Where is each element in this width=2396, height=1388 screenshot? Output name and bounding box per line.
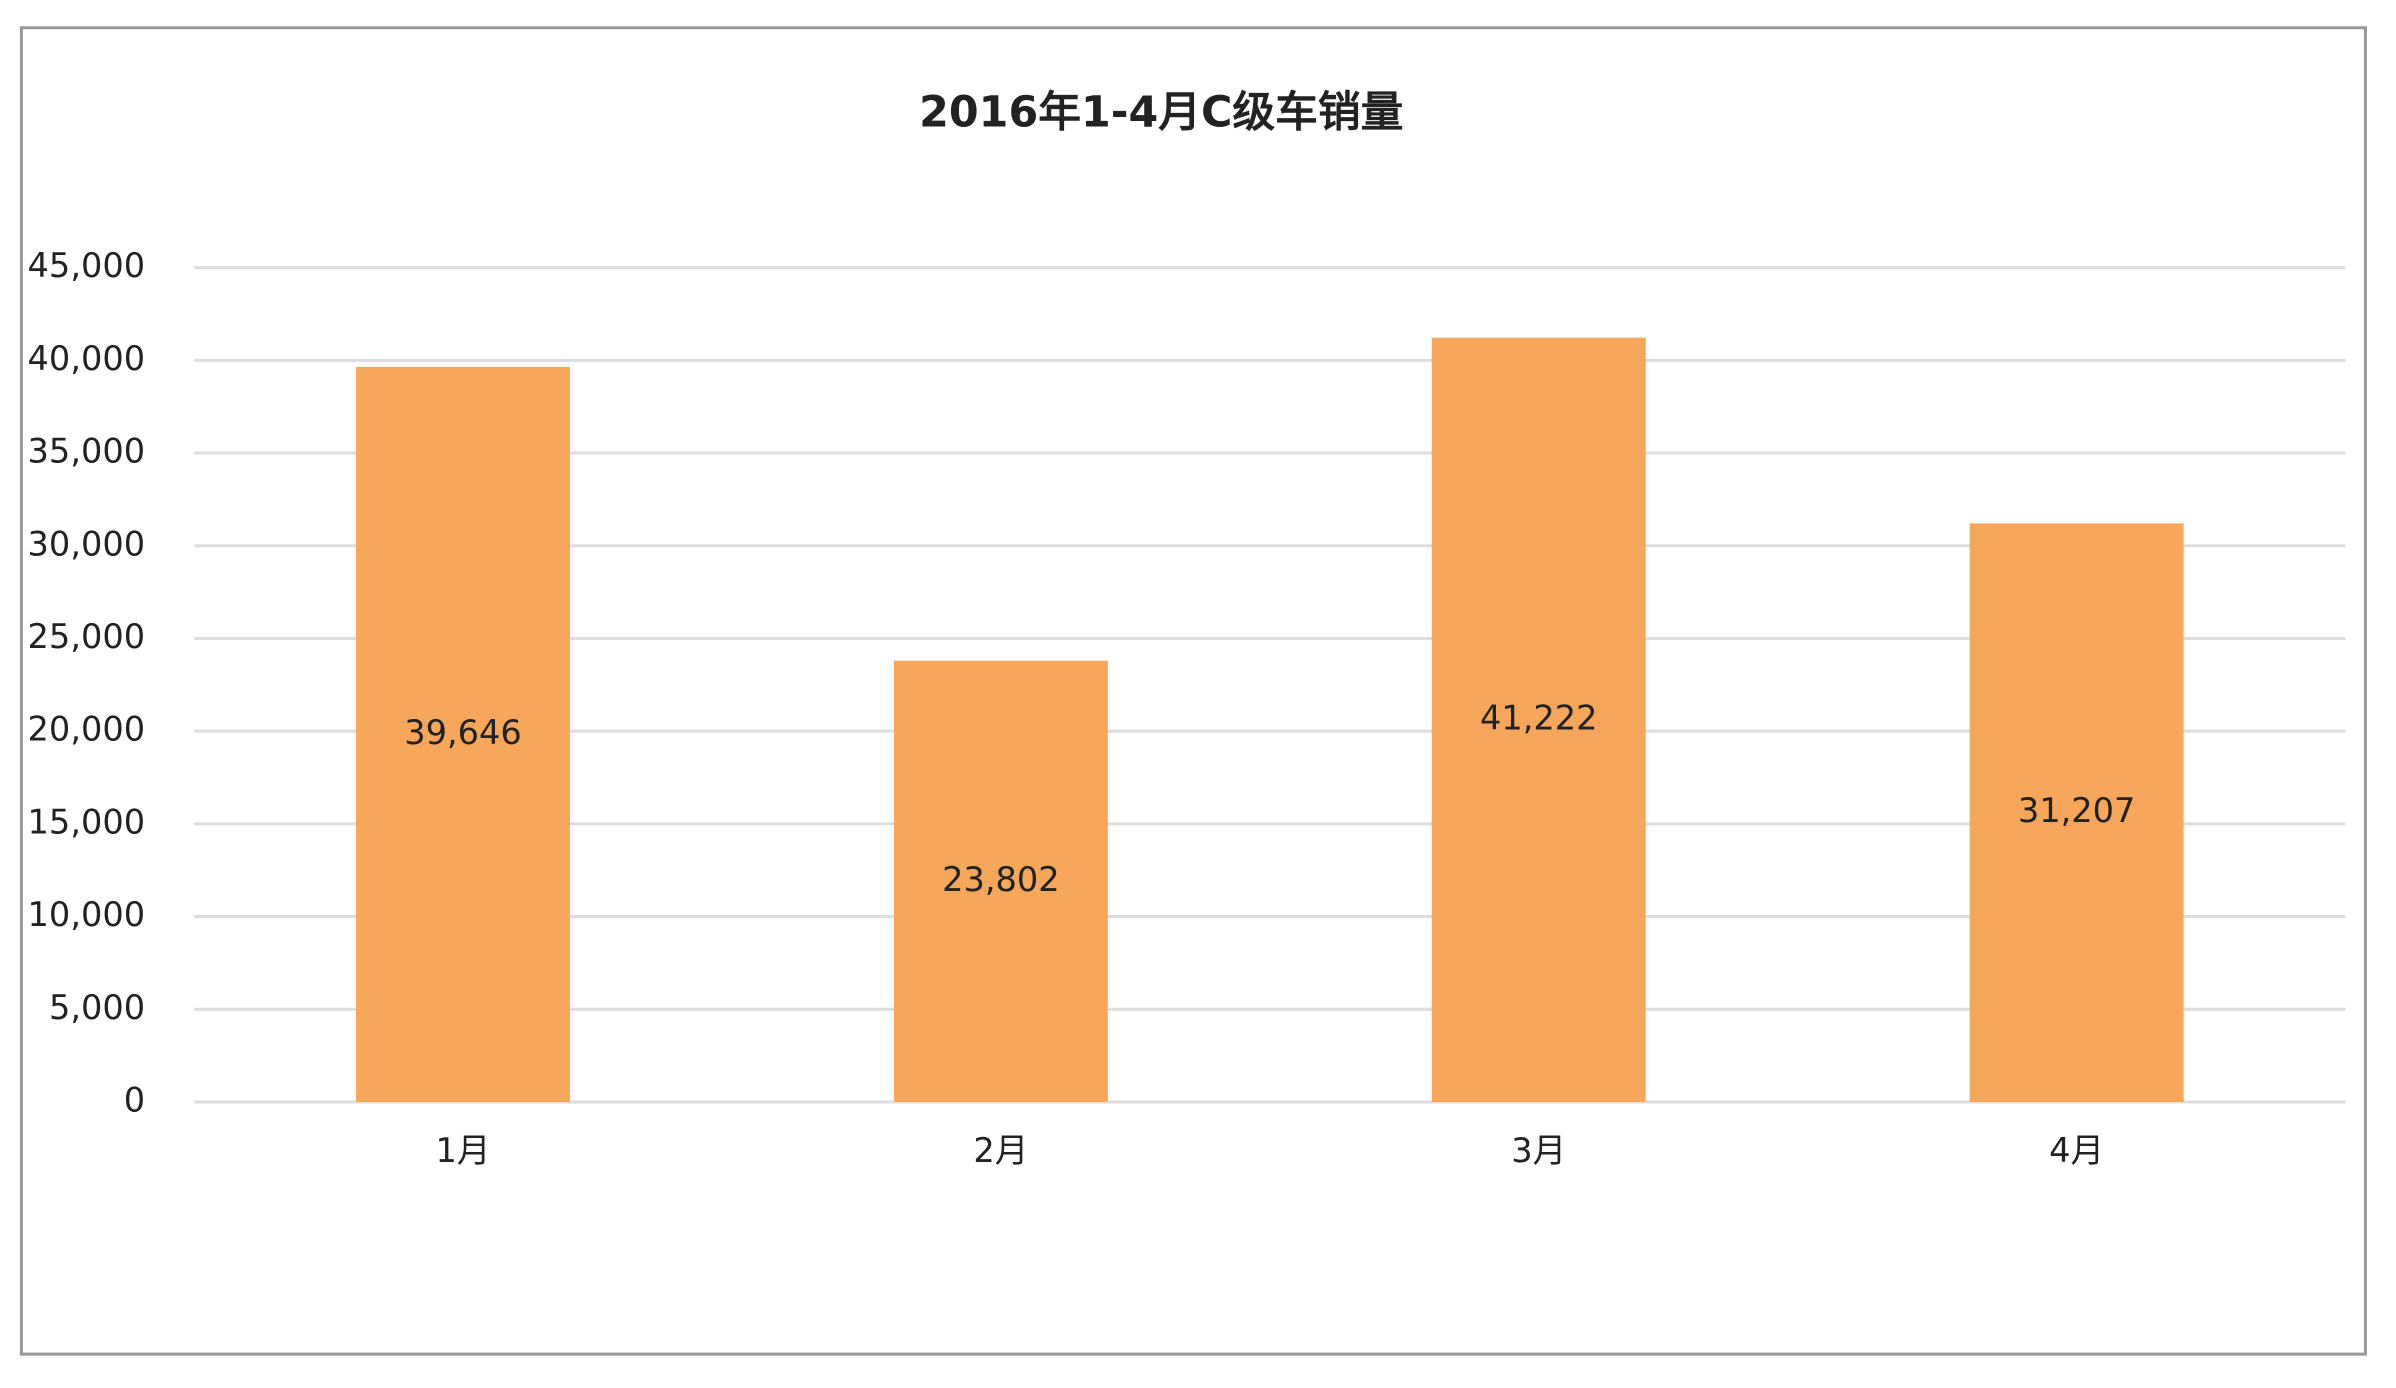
y-tick-label: 5,000 (49, 988, 145, 1027)
x-tick-label: 4月 (2049, 1131, 2104, 1170)
data-label: 41,222 (1480, 698, 1598, 737)
y-tick-label: 25,000 (28, 617, 146, 656)
data-label: 23,802 (942, 860, 1060, 899)
chart-title: 2016年1-4月C级车销量 (919, 87, 1403, 137)
y-tick-label: 10,000 (28, 895, 146, 934)
y-tick-label: 20,000 (28, 710, 146, 749)
y-tick-label: 45,000 (28, 246, 146, 285)
y-tick-label: 35,000 (28, 432, 146, 471)
bar (1431, 337, 1646, 1102)
y-tick-label: 40,000 (28, 339, 146, 378)
y-tick-label: 15,000 (28, 802, 146, 841)
data-label: 31,207 (2018, 791, 2136, 830)
x-tick-label: 3月 (1511, 1131, 1566, 1170)
bar (356, 366, 570, 1102)
x-tick-label: 2月 (973, 1131, 1028, 1170)
bar (1969, 523, 2184, 1102)
data-label: 39,646 (404, 713, 522, 752)
y-tick-label: 0 (124, 1080, 145, 1119)
y-tick-label: 30,000 (28, 524, 146, 563)
x-tick-label: 1月 (436, 1131, 491, 1170)
bar (893, 660, 1108, 1102)
